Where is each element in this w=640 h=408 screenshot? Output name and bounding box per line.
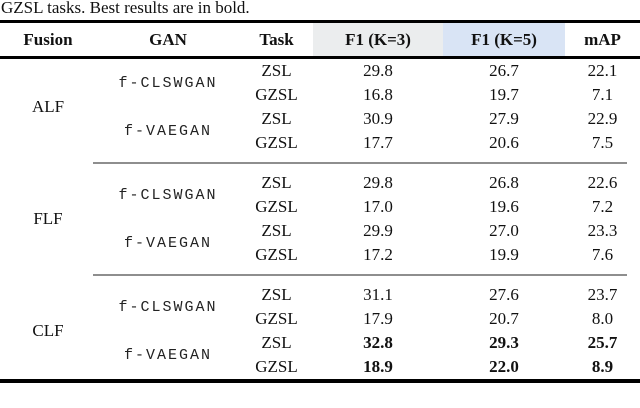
table-row: ZSL 30.9 27.9 22.9: [240, 107, 640, 131]
cell-map: 22.9: [587, 109, 618, 128]
cell-map: 22.1: [587, 61, 618, 80]
data-rows: ZSL 29.8 26.7 22.1 GZSL 16.8 19.7 7.1 ZS…: [240, 59, 640, 155]
header-gan: GAN: [149, 30, 187, 49]
cell-map: 22.6: [587, 173, 618, 192]
gan-label-vaegan: f-VAEGAN: [123, 122, 212, 140]
cell-f1-k5: 19.7: [489, 85, 519, 104]
gan-label-vaegan: f-VAEGAN: [123, 234, 212, 252]
table-row: GZSL 16.8 19.7 7.1: [240, 83, 640, 107]
cell-f1-k3: 17.0: [363, 197, 393, 216]
cell-task: ZSL: [261, 61, 292, 80]
header-f1-k5: F1 (K=5): [443, 23, 565, 56]
gan-label-vaegan: f-VAEGAN: [123, 346, 212, 364]
header-task: Task: [259, 30, 294, 49]
gan-column: f-CLSWGAN f-VAEGAN: [96, 283, 240, 379]
cell-f1-k3: 18.9: [363, 357, 393, 376]
cell-f1-k3: 17.9: [363, 309, 393, 328]
results-table: Fusion GAN Task F1 (K=3) F1 (K=5) mAP AL…: [0, 20, 640, 383]
cell-task: GZSL: [255, 357, 298, 376]
paper-table-figure: GZSL tasks. Best results are in bold. Fu…: [0, 0, 640, 383]
cell-f1-k5: 19.6: [489, 197, 519, 216]
table-row: ZSL 29.8 26.7 22.1: [240, 59, 640, 83]
header-fusion: Fusion: [23, 30, 73, 49]
cell-map: 23.7: [587, 285, 618, 304]
cell-f1-k5: 20.6: [489, 133, 519, 152]
fusion-label-alf: ALF: [31, 97, 65, 116]
cell-map: 7.2: [591, 197, 614, 216]
fusion-label-clf: CLF: [32, 321, 64, 340]
cell-f1-k3: 17.2: [363, 245, 393, 264]
cell-task: ZSL: [261, 221, 292, 240]
cell-map: 8.0: [591, 309, 614, 328]
data-rows: ZSL 31.1 27.6 23.7 GZSL 17.9 20.7 8.0 ZS…: [240, 283, 640, 379]
table-row: ZSL 31.1 27.6 23.7: [240, 283, 640, 307]
cell-task: ZSL: [261, 173, 292, 192]
cell-f1-k5: 20.7: [489, 309, 519, 328]
gan-label-clswgan: f-CLSWGAN: [118, 186, 218, 204]
cell-map: 7.6: [591, 245, 614, 264]
cell-f1-k5: 22.0: [489, 357, 519, 376]
table-row: GZSL 17.9 20.7 8.0: [240, 307, 640, 331]
table-row: GZSL 17.0 19.6 7.2: [240, 195, 640, 219]
data-rows: ZSL 29.8 26.8 22.6 GZSL 17.0 19.6 7.2 ZS…: [240, 171, 640, 267]
fusion-block-flf: FLF f-CLSWGAN f-VAEGAN ZSL 29.8 26.8 22.…: [0, 171, 640, 267]
cell-f1-k3: 16.8: [363, 85, 393, 104]
cell-map: 7.1: [591, 85, 614, 104]
table-caption: GZSL tasks. Best results are in bold.: [1, 0, 250, 17]
block-divider: [0, 267, 640, 283]
cell-task: GZSL: [255, 133, 298, 152]
header-map: mAP: [584, 30, 621, 49]
cell-f1-k3: 31.1: [363, 285, 393, 304]
cell-f1-k5: 26.8: [489, 173, 519, 192]
cell-f1-k5: 27.0: [489, 221, 519, 240]
table-row: ZSL 29.9 27.0 23.3: [240, 219, 640, 243]
cell-map: 23.3: [587, 221, 618, 240]
fusion-label-flf: FLF: [33, 209, 63, 228]
cell-task: ZSL: [261, 109, 292, 128]
cell-task: GZSL: [255, 85, 298, 104]
fusion-block-clf: CLF f-CLSWGAN f-VAEGAN ZSL 31.1 27.6 23.…: [0, 283, 640, 379]
cell-f1-k5: 27.6: [489, 285, 519, 304]
header-f1-k3: F1 (K=3): [313, 23, 443, 56]
cell-task: ZSL: [261, 333, 292, 352]
cell-f1-k3: 32.8: [363, 333, 393, 352]
cell-f1-k3: 17.7: [363, 133, 393, 152]
cell-task: ZSL: [261, 285, 292, 304]
table-row: GZSL 17.2 19.9 7.6: [240, 243, 640, 267]
cell-task: GZSL: [255, 309, 298, 328]
cell-f1-k5: 27.9: [489, 109, 519, 128]
cell-map: 7.5: [591, 133, 614, 152]
gan-label-clswgan: f-CLSWGAN: [118, 298, 218, 316]
cell-task: GZSL: [255, 245, 298, 264]
table-row: GZSL 17.7 20.6 7.5: [240, 131, 640, 155]
cell-map: 8.9: [591, 357, 614, 376]
cell-f1-k5: 29.3: [489, 333, 519, 352]
table-row-best: ZSL 32.8 29.3 25.7: [240, 331, 640, 355]
fusion-block-alf: ALF f-CLSWGAN f-VAEGAN ZSL 29.8 26.7 22.…: [0, 59, 640, 155]
cell-f1-k3: 30.9: [363, 109, 393, 128]
cell-f1-k3: 29.9: [363, 221, 393, 240]
gan-label-clswgan: f-CLSWGAN: [118, 74, 218, 92]
gan-column: f-CLSWGAN f-VAEGAN: [96, 171, 240, 267]
table-row: ZSL 29.8 26.8 22.6: [240, 171, 640, 195]
cell-map: 25.7: [587, 333, 618, 352]
cell-f1-k3: 29.8: [363, 61, 393, 80]
block-divider: [0, 155, 640, 171]
cell-f1-k5: 19.9: [489, 245, 519, 264]
cell-f1-k3: 29.8: [363, 173, 393, 192]
cell-f1-k5: 26.7: [489, 61, 519, 80]
cell-task: GZSL: [255, 197, 298, 216]
gan-column: f-CLSWGAN f-VAEGAN: [96, 59, 240, 155]
table-row-best: GZSL 18.9 22.0 8.9: [240, 355, 640, 379]
table-header-row: Fusion GAN Task F1 (K=3) F1 (K=5) mAP: [0, 23, 640, 59]
